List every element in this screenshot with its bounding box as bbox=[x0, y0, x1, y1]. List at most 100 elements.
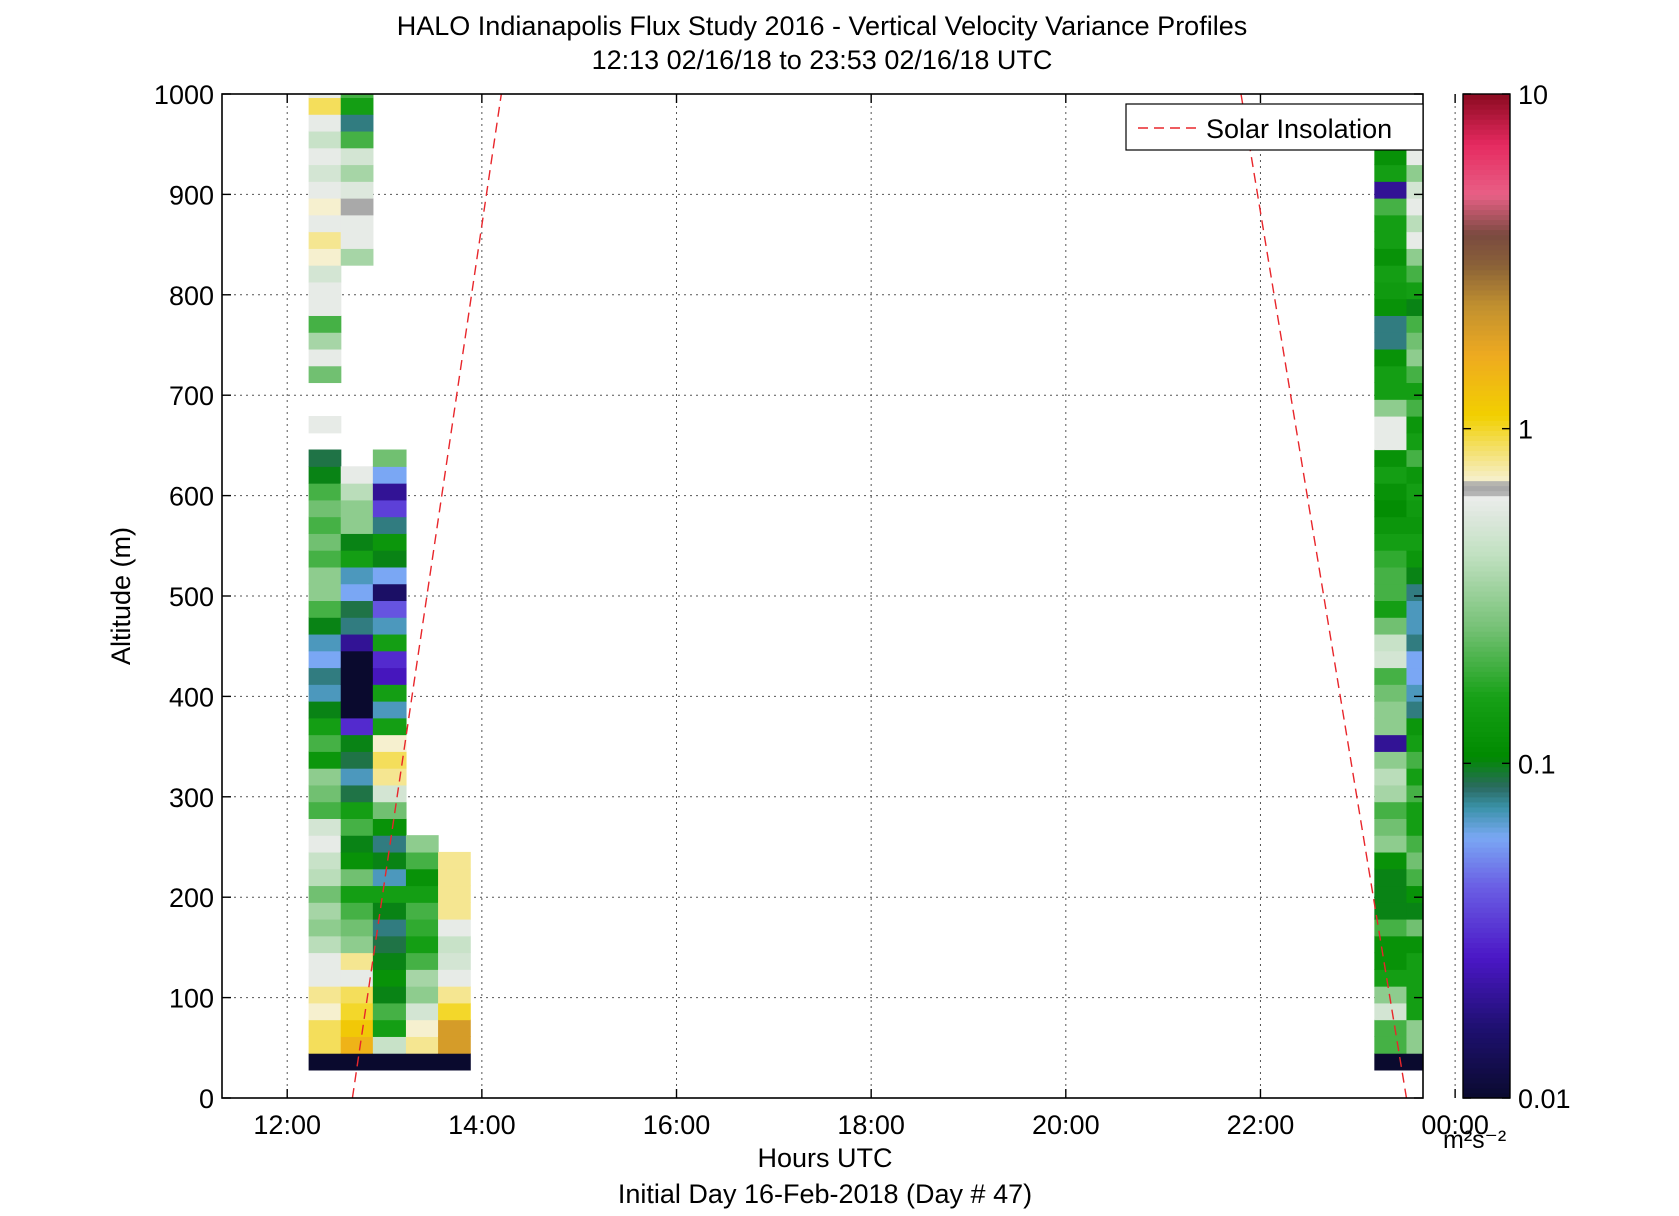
colorbar-segment bbox=[1463, 862, 1510, 868]
colorbar-segment bbox=[1463, 174, 1510, 180]
colorbar-segment bbox=[1463, 420, 1510, 426]
x-axis-sublabel: Initial Day 16-Feb-2018 (Day # 47) bbox=[618, 1179, 1032, 1209]
heatmap-cell bbox=[340, 231, 374, 249]
heatmap-cell bbox=[1374, 265, 1408, 283]
heatmap-cell bbox=[308, 483, 342, 501]
heatmap-cell bbox=[340, 516, 374, 534]
colorbar-segment bbox=[1463, 435, 1510, 441]
colorbar-segment bbox=[1463, 852, 1510, 858]
colorbar-segment bbox=[1463, 219, 1510, 226]
colorbar-segment bbox=[1463, 972, 1510, 979]
heatmap-cell bbox=[1374, 902, 1408, 920]
heatmap-cell bbox=[372, 952, 407, 970]
heatmap-cell bbox=[1374, 298, 1408, 316]
colorbar-segment bbox=[1463, 244, 1510, 251]
colorbar-segment bbox=[1463, 606, 1510, 612]
heatmap-cell bbox=[340, 751, 374, 769]
heatmap-cell bbox=[1374, 835, 1408, 853]
colorbar-segment bbox=[1463, 746, 1510, 753]
heatmap-cell bbox=[308, 499, 342, 518]
heatmap-cell bbox=[438, 969, 471, 987]
heatmap-cell bbox=[1374, 533, 1408, 551]
heatmap-cell bbox=[340, 533, 374, 551]
colorbar-segment bbox=[1463, 475, 1510, 482]
heatmap-cell bbox=[308, 466, 342, 484]
heatmap-cell bbox=[1406, 868, 1423, 887]
heatmap-cell bbox=[340, 935, 374, 954]
heatmap-cell bbox=[308, 298, 342, 316]
heatmap-cell bbox=[308, 751, 342, 769]
colorbar-segment bbox=[1463, 1042, 1510, 1049]
heatmap-cell bbox=[405, 969, 439, 987]
heatmap-cell bbox=[1374, 801, 1408, 819]
heatmap-cell bbox=[340, 147, 374, 166]
heatmap-cell bbox=[1406, 198, 1423, 216]
colorbar-segment bbox=[1463, 937, 1510, 943]
heatmap-cell bbox=[308, 969, 342, 987]
heatmap-cell bbox=[372, 868, 407, 887]
heatmap-cell bbox=[1374, 566, 1408, 585]
heatmap-cell bbox=[438, 868, 471, 887]
heatmap-cell bbox=[372, 583, 407, 602]
heatmap-cell bbox=[308, 181, 342, 199]
heatmap-cell bbox=[308, 835, 342, 853]
colorbar-segment bbox=[1463, 666, 1510, 672]
heatmap-cell bbox=[308, 902, 342, 920]
colorbar-segment bbox=[1463, 791, 1510, 798]
y-tick-label: 200 bbox=[169, 883, 214, 913]
colorbar-segment bbox=[1463, 189, 1510, 195]
heatmap-cell bbox=[1406, 332, 1423, 350]
x-tick-label: 18:00 bbox=[837, 1110, 905, 1140]
heatmap-cell bbox=[340, 583, 374, 602]
colorbar-segment bbox=[1463, 304, 1510, 311]
heatmap-cell bbox=[1406, 265, 1423, 283]
heatmap-cell bbox=[372, 516, 407, 534]
legend-solar-insolation-label: Solar Insolation bbox=[1206, 114, 1392, 144]
heatmap-cell bbox=[1374, 198, 1408, 216]
heatmap-cell bbox=[1406, 248, 1423, 266]
heatmap-cell bbox=[308, 885, 342, 903]
colorbar-segment bbox=[1463, 485, 1510, 492]
colorbar-segment bbox=[1463, 711, 1510, 718]
heatmap-cell bbox=[1374, 281, 1408, 300]
heatmap-cell bbox=[1406, 617, 1423, 635]
heatmap-cell bbox=[405, 1019, 439, 1037]
heatmap-cell bbox=[1406, 835, 1423, 853]
colorbar-segment bbox=[1463, 907, 1510, 913]
heatmap-cell bbox=[1374, 1053, 1408, 1071]
heatmap-cell bbox=[340, 633, 374, 652]
colorbar-segment bbox=[1463, 124, 1510, 130]
x-tick-label: 12:00 bbox=[253, 1110, 321, 1140]
heatmap-cell bbox=[308, 97, 342, 115]
chart-title: HALO Indianapolis Flux Study 2016 - Vert… bbox=[397, 11, 1247, 41]
colorbar-segment bbox=[1463, 646, 1510, 652]
heatmap-cell bbox=[1406, 147, 1423, 166]
heatmap-cell bbox=[308, 1053, 342, 1071]
heatmap-cell bbox=[308, 717, 342, 736]
colorbar-segment bbox=[1463, 621, 1510, 627]
colorbar-segment bbox=[1463, 897, 1510, 903]
y-tick-label: 600 bbox=[169, 482, 214, 512]
colorbar-units: m²s⁻² bbox=[1443, 1126, 1506, 1154]
colorbar-segment bbox=[1463, 957, 1510, 964]
colorbar-segment bbox=[1463, 601, 1510, 607]
colorbar-segment bbox=[1463, 917, 1510, 923]
colorbar-segment bbox=[1463, 706, 1510, 713]
colorbar-segment bbox=[1463, 314, 1510, 321]
colorbar-segment bbox=[1463, 801, 1510, 808]
y-axis-label: Altitude (m) bbox=[106, 527, 136, 665]
colorbar-segment bbox=[1463, 641, 1510, 647]
heatmap-cell bbox=[1374, 969, 1408, 987]
colorbar-segment bbox=[1463, 390, 1510, 396]
colorbar-frame bbox=[1462, 93, 1511, 1099]
colorbar-segment bbox=[1463, 1007, 1510, 1014]
colorbar-segment bbox=[1463, 465, 1510, 472]
heatmap-cell bbox=[1374, 918, 1408, 937]
heatmap-cell bbox=[340, 130, 374, 149]
y-tick-label: 800 bbox=[169, 281, 214, 311]
heatmap-cell bbox=[308, 566, 342, 585]
colorbar-segment bbox=[1463, 716, 1510, 723]
colorbar-segment bbox=[1463, 1027, 1510, 1034]
heatmap-cell bbox=[1406, 1053, 1423, 1071]
